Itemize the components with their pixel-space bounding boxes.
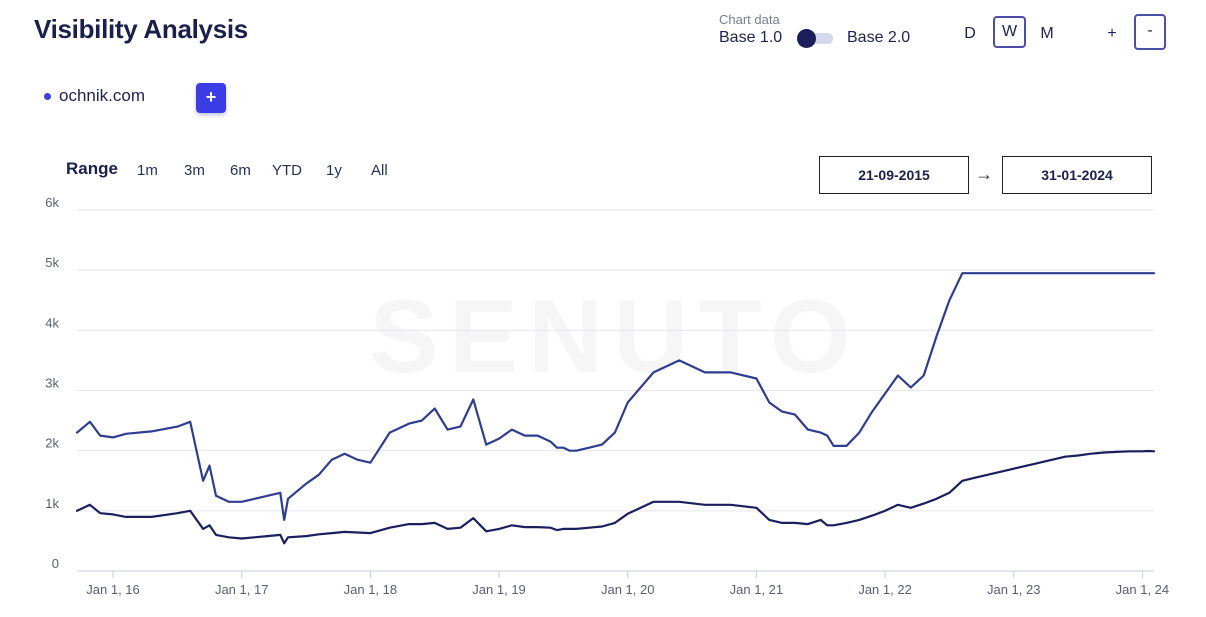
series-line-1[interactable] (75, 272, 1156, 522)
x-axis: Jan 1, 16 Jan 1, 17 Jan 1, 18 Jan 1, 19 Jan … (86, 571, 1169, 597)
base1-label[interactable]: Base 1.0 (719, 29, 783, 46)
y-tick-label: 4k (45, 315, 59, 330)
domain-name: ochnik.com (59, 86, 145, 105)
add-domain-button[interactable]: + (196, 83, 226, 113)
range-1y-button[interactable]: 1y (326, 162, 342, 179)
x-tick-label: Jan 1, 21 (730, 582, 784, 597)
range-label: Range (66, 159, 118, 178)
range-1m-button[interactable]: 1m (137, 162, 158, 179)
domain-color-dot (44, 92, 51, 100)
range-ytd-button[interactable]: YTD (272, 162, 302, 179)
x-tick-label: Jan 1, 22 (858, 582, 912, 597)
date-from-input[interactable]: 21-09-2015 (819, 156, 969, 194)
period-month-button[interactable]: M (1040, 25, 1054, 42)
y-tick-label: 1k (45, 496, 59, 511)
watermark: SENUTO (369, 279, 861, 395)
chart-data-label: Chart data (719, 12, 780, 27)
y-tick-label: 6k (45, 195, 59, 210)
y-tick-label: 0 (52, 556, 59, 571)
range-3m-button[interactable]: 3m (184, 162, 205, 179)
page-title: Visibility Analysis (34, 14, 248, 44)
y-tick-label: 2k (45, 436, 59, 451)
chart-grid (77, 209, 1154, 572)
y-axis: 0 1k 2k 3k 4k 5k 6k (45, 195, 59, 571)
date-to-input[interactable]: 31-01-2024 (1002, 156, 1152, 194)
zoom-in-button[interactable]: + (1107, 25, 1117, 42)
x-tick-label: Jan 1, 18 (344, 582, 398, 597)
series-line-2[interactable] (75, 449, 1156, 545)
toggle-track (801, 33, 833, 44)
zoom-out-button[interactable]: - (1134, 14, 1166, 50)
period-day-button[interactable]: D (964, 25, 976, 42)
x-tick-label: Jan 1, 23 (987, 582, 1041, 597)
x-tick-label: Jan 1, 16 (86, 582, 140, 597)
domain-legend-item[interactable]: ochnik.com (44, 86, 145, 106)
range-all-button[interactable]: All (371, 162, 388, 179)
x-tick-label: Jan 1, 17 (215, 582, 269, 597)
range-6m-button[interactable]: 6m (230, 162, 251, 179)
y-tick-label: 3k (45, 376, 59, 391)
date-range-arrow: → (975, 164, 993, 184)
base-toggle[interactable] (797, 29, 833, 48)
x-tick-label: Jan 1, 24 (1116, 582, 1170, 597)
x-tick-label: Jan 1, 20 (601, 582, 655, 597)
base2-label[interactable]: Base 2.0 (847, 29, 911, 46)
y-tick-label: 5k (45, 255, 59, 270)
chart-series (75, 272, 1156, 545)
period-week-button[interactable]: W (993, 16, 1026, 48)
x-tick-label: Jan 1, 19 (472, 582, 526, 597)
toggle-knob (797, 29, 816, 48)
